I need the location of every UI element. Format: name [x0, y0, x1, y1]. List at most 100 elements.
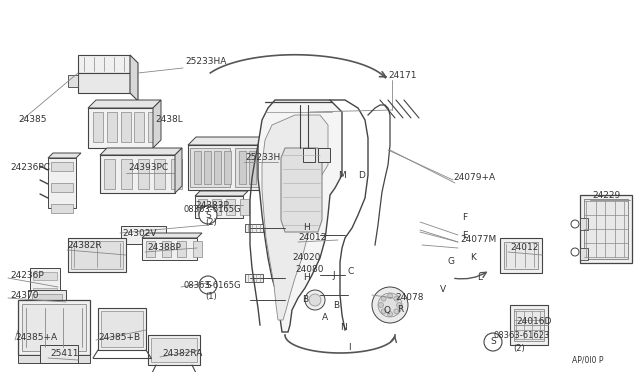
Text: 24012: 24012 [510, 244, 538, 253]
Circle shape [378, 293, 402, 317]
Text: 24302V: 24302V [122, 228, 157, 237]
Text: N: N [340, 324, 347, 333]
Polygon shape [88, 100, 161, 108]
Text: 24077M: 24077M [460, 235, 496, 244]
Bar [33, 272, 57, 280]
Circle shape [305, 290, 325, 310]
Text: 24079+A: 24079+A [453, 173, 495, 183]
Bar [107, 112, 116, 142]
Text: A: A [322, 314, 328, 323]
Text: 24080: 24080 [295, 266, 323, 275]
Circle shape [199, 206, 217, 224]
Bar [193, 241, 202, 257]
Bar [51, 183, 73, 192]
Bar [245, 274, 263, 282]
Text: H: H [303, 224, 310, 232]
Bar [154, 159, 165, 189]
Text: 24383P: 24383P [195, 201, 229, 209]
Bar [28, 290, 66, 318]
Circle shape [387, 294, 392, 298]
Text: 08363-6165G: 08363-6165G [183, 280, 241, 289]
Text: 24382RA: 24382RA [162, 350, 202, 359]
Bar [30, 268, 60, 308]
Text: V: V [440, 285, 446, 295]
Bar [93, 112, 103, 142]
Bar [198, 199, 207, 215]
Bar [224, 151, 231, 184]
Bar [177, 241, 186, 257]
Bar [148, 335, 200, 365]
Text: S: S [205, 211, 211, 219]
Bar [40, 345, 78, 363]
Bar [134, 112, 144, 142]
Bar [303, 148, 315, 162]
Text: 24370: 24370 [10, 292, 38, 301]
Bar [51, 162, 73, 171]
Bar [68, 75, 78, 87]
Text: 24229: 24229 [592, 190, 620, 199]
Bar [194, 151, 201, 184]
Bar [148, 112, 158, 142]
Bar [22, 304, 86, 351]
Bar [104, 159, 115, 189]
Bar [226, 199, 235, 215]
Bar [245, 224, 263, 232]
Bar [580, 248, 588, 260]
Bar [68, 238, 126, 272]
Bar [580, 195, 632, 263]
Polygon shape [281, 148, 322, 232]
Text: S: S [205, 280, 211, 289]
Circle shape [381, 309, 386, 314]
Polygon shape [78, 55, 130, 73]
Bar [138, 159, 148, 189]
Circle shape [484, 333, 502, 351]
Circle shape [199, 276, 217, 294]
Bar [18, 300, 90, 355]
Text: Q: Q [383, 305, 390, 314]
Polygon shape [188, 137, 286, 145]
Polygon shape [142, 233, 202, 238]
Text: R: R [397, 305, 403, 314]
Polygon shape [78, 73, 130, 93]
Circle shape [394, 309, 399, 314]
Circle shape [397, 302, 401, 308]
Text: 24078: 24078 [395, 294, 424, 302]
Circle shape [571, 220, 579, 228]
Polygon shape [278, 137, 286, 190]
Text: H: H [303, 273, 310, 282]
Text: 08363-6165G: 08363-6165G [183, 205, 241, 215]
Bar [101, 311, 143, 347]
Bar [195, 196, 243, 218]
Circle shape [378, 302, 383, 308]
Bar [71, 241, 123, 269]
Bar [269, 151, 276, 184]
Text: 24388P: 24388P [147, 244, 181, 253]
Bar [146, 241, 155, 257]
Text: 24016D: 24016D [516, 317, 552, 327]
Polygon shape [153, 100, 161, 148]
Circle shape [387, 311, 392, 317]
Bar [33, 304, 57, 312]
Text: K: K [470, 253, 476, 263]
Bar [214, 151, 221, 184]
Text: C: C [348, 266, 355, 276]
Text: AP/0l0 P: AP/0l0 P [572, 356, 604, 365]
Text: (1): (1) [205, 292, 217, 301]
Text: 24236P: 24236P [10, 272, 44, 280]
Polygon shape [88, 108, 153, 148]
Bar [98, 308, 146, 350]
Text: 2438L: 2438L [155, 115, 183, 125]
Bar [235, 148, 275, 187]
Text: 24385: 24385 [18, 115, 47, 125]
Bar [48, 158, 76, 208]
Bar [18, 355, 90, 363]
Bar [32, 294, 62, 314]
Text: B: B [333, 301, 339, 310]
Bar [504, 242, 538, 269]
Bar [33, 288, 57, 296]
Circle shape [394, 296, 399, 301]
Text: (2): (2) [205, 218, 217, 227]
Polygon shape [188, 145, 278, 190]
Bar [240, 199, 249, 215]
Polygon shape [195, 191, 248, 196]
